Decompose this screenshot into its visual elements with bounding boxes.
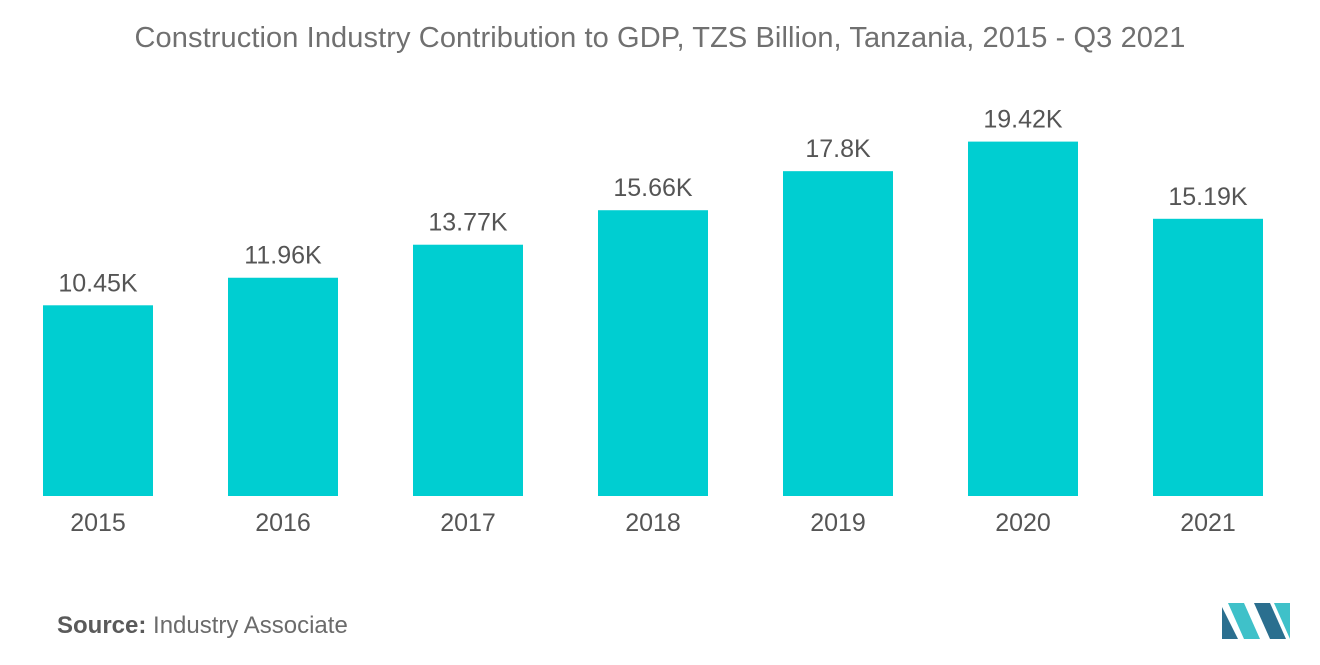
x-tick-label-2015: 2015	[70, 509, 126, 537]
bar-2015	[43, 305, 153, 496]
bar-2021	[1153, 218, 1263, 497]
bars-group	[43, 141, 1263, 497]
data-label-2017: 13.77K	[428, 209, 508, 237]
data-label-2021: 15.19K	[1168, 183, 1248, 211]
x-tick-label-2019: 2019	[810, 509, 866, 537]
x-tick-label-2021: 2021	[1180, 509, 1236, 537]
data-labels-group: 10.45K 11.96K 13.77K 15.66K 17.8K 19.42K 15.19…	[58, 106, 1248, 298]
x-tick-label-2016: 2016	[255, 509, 311, 537]
x-tick-label-2018: 2018	[625, 509, 681, 537]
chart-title: Construction Industry Contribution to GD…	[134, 22, 1186, 54]
x-tick-label-2017: 2017	[440, 509, 496, 537]
source-text: Industry Associate	[153, 612, 348, 639]
data-label-2015: 10.45K	[58, 269, 138, 297]
data-label-2019: 17.8K	[805, 135, 871, 163]
mordor-intelligence-logo-icon	[1222, 603, 1290, 639]
bar-2017	[413, 244, 523, 496]
bar-2018	[598, 210, 708, 497]
x-tick-label-2020: 2020	[995, 509, 1051, 537]
data-label-2016: 11.96K	[244, 242, 322, 270]
source-note: Source: Industry Associate	[57, 612, 348, 640]
bar-2020	[968, 141, 1078, 497]
data-label-2018: 15.66K	[613, 174, 693, 202]
bar-2019	[783, 171, 893, 496]
bar-2016	[228, 277, 338, 496]
source-label: Source:	[57, 612, 147, 639]
x-axis-tick-labels: 2015 2016 2017 2018 2019 2020 2021	[70, 509, 1236, 537]
data-label-2020: 19.42K	[983, 106, 1063, 134]
